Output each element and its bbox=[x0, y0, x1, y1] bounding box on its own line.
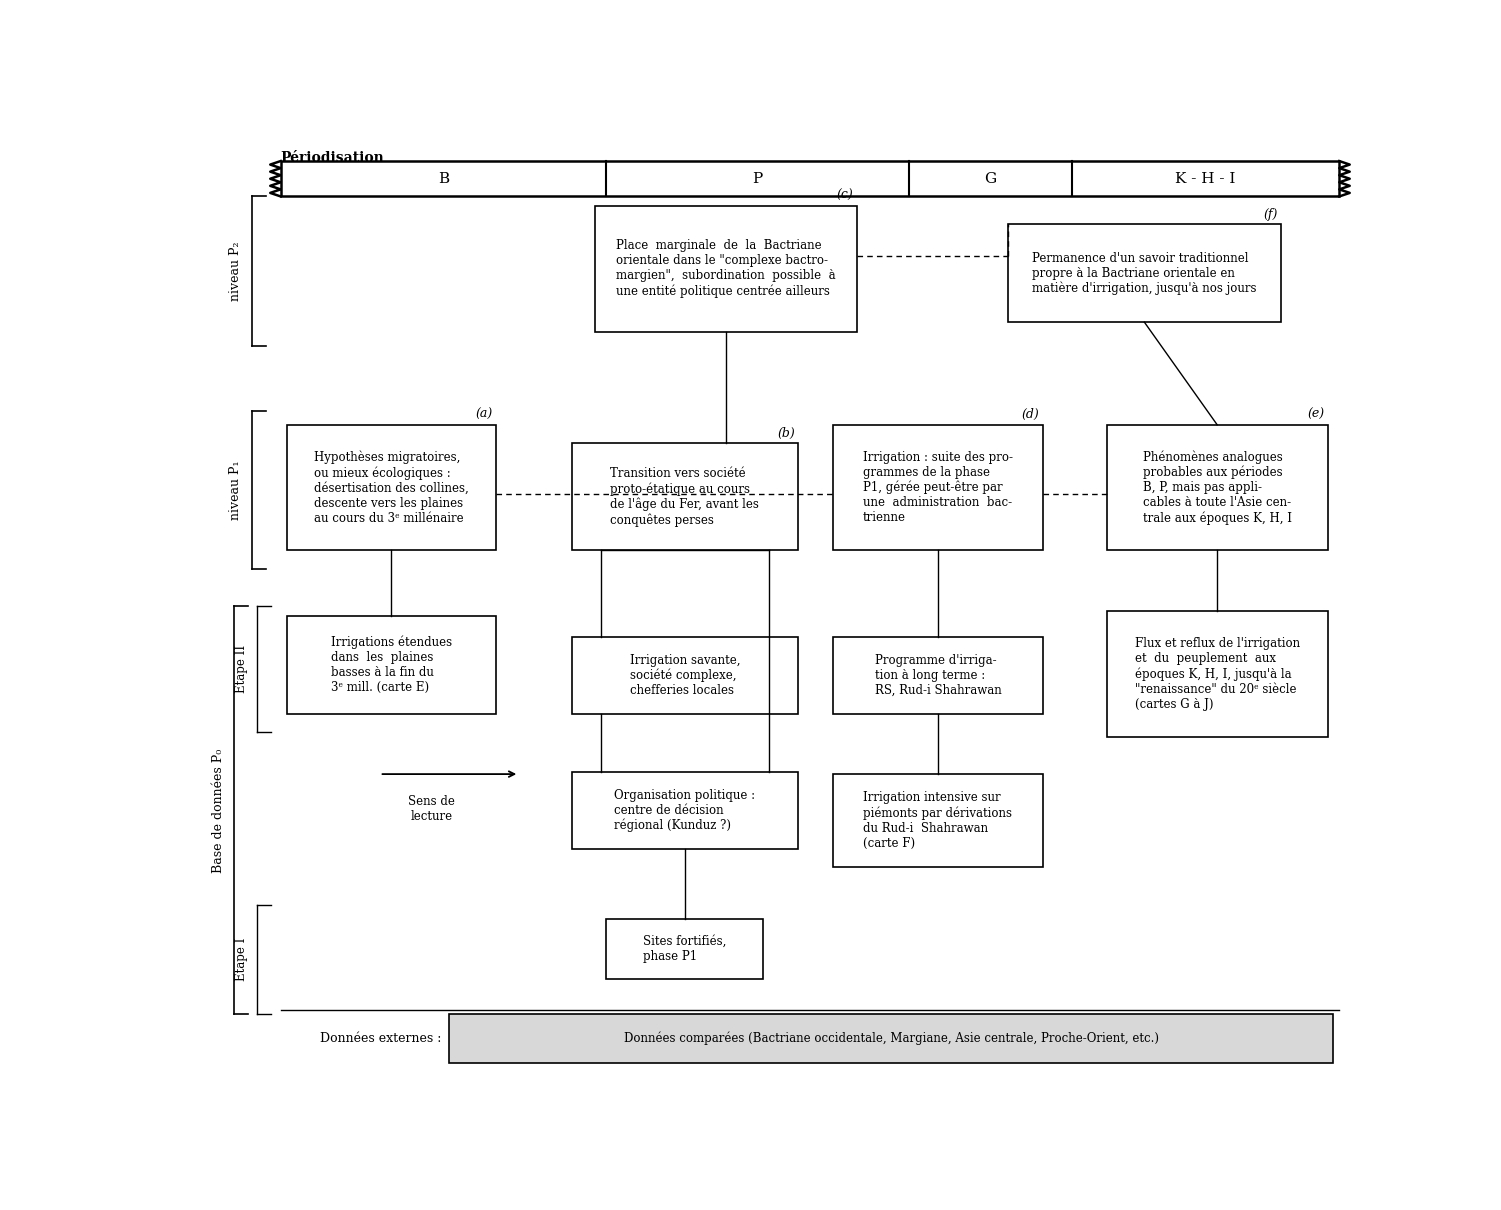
Text: (f): (f) bbox=[1264, 208, 1277, 220]
Text: Transition vers société
proto-étatique au cours
de l'âge du Fer, avant les
conqu: Transition vers société proto-étatique a… bbox=[611, 467, 760, 526]
Text: Données externes :: Données externes : bbox=[320, 1032, 441, 1045]
Text: Irrigation intensive sur
piémonts par dérivations
du Rud-i  Shahrawan
(carte F): Irrigation intensive sur piémonts par dé… bbox=[863, 791, 1013, 849]
Text: Irrigation savante,
société complexe,
chefferies locales: Irrigation savante, société complexe, ch… bbox=[630, 653, 740, 697]
FancyBboxPatch shape bbox=[572, 772, 799, 848]
Text: (d): (d) bbox=[1021, 408, 1039, 421]
Text: P: P bbox=[752, 172, 763, 186]
Text: B: B bbox=[438, 172, 449, 186]
Text: (a): (a) bbox=[476, 408, 492, 421]
Text: Permanence d'un savoir traditionnel
propre à la Bactriane orientale en
matière d: Permanence d'un savoir traditionnel prop… bbox=[1033, 252, 1256, 295]
Text: niveau P₂: niveau P₂ bbox=[230, 241, 242, 301]
FancyBboxPatch shape bbox=[1007, 224, 1280, 322]
Text: Sens de
lecture: Sens de lecture bbox=[408, 795, 455, 823]
FancyBboxPatch shape bbox=[833, 638, 1043, 714]
FancyBboxPatch shape bbox=[572, 443, 799, 551]
Text: Hypothèses migratoires,
ou mieux écologiques :
désertisation des collines,
desce: Hypothèses migratoires, ou mieux écologi… bbox=[314, 450, 468, 525]
Text: niveau P₁: niveau P₁ bbox=[230, 460, 242, 519]
FancyBboxPatch shape bbox=[287, 616, 495, 714]
Text: Base de données P₀: Base de données P₀ bbox=[212, 748, 225, 872]
Text: Etape I: Etape I bbox=[236, 938, 248, 981]
Text: K - H - I: K - H - I bbox=[1175, 172, 1235, 186]
Text: Etape II: Etape II bbox=[236, 645, 248, 693]
FancyBboxPatch shape bbox=[1106, 425, 1328, 551]
FancyBboxPatch shape bbox=[833, 774, 1043, 868]
FancyBboxPatch shape bbox=[281, 161, 1339, 196]
Text: Sites fortifiés,
phase P1: Sites fortifiés, phase P1 bbox=[644, 935, 726, 963]
Text: (b): (b) bbox=[778, 427, 796, 439]
Text: Irrigation : suite des pro-
grammes de la phase
P1, gérée peut-être par
une  adm: Irrigation : suite des pro- grammes de l… bbox=[863, 451, 1013, 524]
Text: G: G bbox=[985, 172, 997, 186]
FancyBboxPatch shape bbox=[606, 918, 764, 979]
Text: (c): (c) bbox=[836, 189, 853, 202]
FancyBboxPatch shape bbox=[287, 425, 495, 551]
Text: Phénomènes analogues
probables aux périodes
B, P, mais pas appli-
cables à toute: Phénomènes analogues probables aux pério… bbox=[1142, 450, 1292, 525]
FancyBboxPatch shape bbox=[449, 1014, 1333, 1062]
FancyBboxPatch shape bbox=[572, 638, 799, 714]
Text: Irrigations étendues
dans  les  plaines
basses à la fin du
3ᵉ mill. (carte E): Irrigations étendues dans les plaines ba… bbox=[330, 635, 452, 693]
Text: Organisation politique :
centre de décision
régional (Kunduz ?): Organisation politique : centre de décis… bbox=[614, 789, 755, 832]
Text: Place  marginale  de  la  Bactriane
orientale dans le "complexe bactro-
margien": Place marginale de la Bactriane oriental… bbox=[615, 240, 836, 298]
Text: Périodisation: Périodisation bbox=[281, 151, 384, 165]
Text: Programme d'irriga-
tion à long terme :
RS, Rud-i Shahrawan: Programme d'irriga- tion à long terme : … bbox=[875, 653, 1001, 697]
FancyBboxPatch shape bbox=[1106, 611, 1328, 737]
Text: Données comparées (Bactriane occidentale, Margiane, Asie centrale, Proche-Orient: Données comparées (Bactriane occidentale… bbox=[624, 1032, 1159, 1045]
FancyBboxPatch shape bbox=[833, 425, 1043, 551]
Text: Flux et reflux de l'irrigation
et  du  peuplement  aux
époques K, H, I, jusqu'à : Flux et reflux de l'irrigation et du peu… bbox=[1135, 638, 1300, 710]
FancyBboxPatch shape bbox=[594, 206, 857, 332]
Text: (e): (e) bbox=[1307, 408, 1324, 421]
